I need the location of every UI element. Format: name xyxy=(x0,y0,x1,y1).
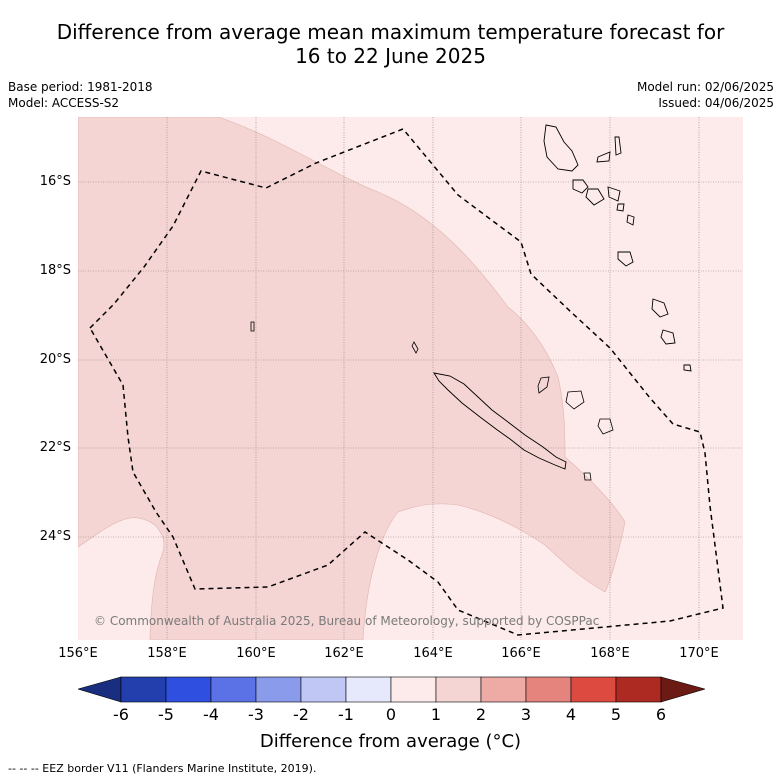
colorbar-bin xyxy=(480,676,527,703)
lifou-island xyxy=(565,390,585,410)
colorbar-bin xyxy=(525,676,572,703)
lon-label-158e: 158°E xyxy=(147,646,187,661)
lon-label-156e: 156°E xyxy=(58,646,98,661)
lon-label-170e: 170°E xyxy=(679,646,719,661)
colorbar-bin xyxy=(345,676,392,703)
lon-label-166e: 166°E xyxy=(501,646,541,661)
colorbar-tick: 6 xyxy=(655,705,667,724)
colorbar-tick: -6 xyxy=(113,705,129,724)
eez-footnote: -- -- -- EEZ border V11 (Flanders Marine… xyxy=(8,762,317,775)
mare-island xyxy=(597,418,614,435)
colorbar-tick: 4 xyxy=(565,705,577,724)
colorbar-tick: 2 xyxy=(475,705,487,724)
colorbar-bin xyxy=(435,676,482,703)
lon-label-164e: 164°E xyxy=(413,646,453,661)
new-caledonia-island xyxy=(433,372,567,470)
lat-label-20s: 20°S xyxy=(39,352,71,367)
colorbar-tick: -2 xyxy=(293,705,309,724)
lon-label-160e: 160°E xyxy=(236,646,276,661)
eez-border xyxy=(89,128,724,636)
colorbar-bin xyxy=(120,676,167,703)
base-period-text: Base period: 1981-2018 xyxy=(8,80,153,94)
colorbar-extend-high xyxy=(660,676,705,703)
colorbar-bin xyxy=(300,676,347,703)
colorbar-bin xyxy=(570,676,617,703)
vanuatu-islands xyxy=(543,124,692,372)
chart-title-line1: Difference from average mean maximum tem… xyxy=(56,20,725,44)
colorbar-bin xyxy=(255,676,302,703)
anomaly-region-1-2 xyxy=(78,117,626,640)
model-run-text: Model run: 02/06/2025 xyxy=(636,80,774,94)
lat-label-16s: 16°S xyxy=(39,174,71,189)
lat-label-22s: 22°S xyxy=(39,440,71,455)
colorbar-extend-low xyxy=(78,676,122,703)
colorbar-tick: 3 xyxy=(520,705,532,724)
colorbar-bin xyxy=(390,676,437,703)
colorbar-tick: -3 xyxy=(248,705,264,724)
forecast-map: © Commonwealth of Australia 2025, Bureau… xyxy=(78,117,743,640)
lat-label-24s: 24°S xyxy=(39,529,71,544)
colorbar-bin xyxy=(210,676,257,703)
colorbar-tick: 5 xyxy=(610,705,622,724)
colorbar-bin xyxy=(615,676,662,703)
lon-label-168e: 168°E xyxy=(590,646,630,661)
chart-title-line2: 16 to 22 June 2025 xyxy=(295,44,486,68)
ouvea-island xyxy=(537,376,550,394)
isle-of-pines xyxy=(583,472,592,481)
issued-date-text: Issued: 04/06/2025 xyxy=(658,96,774,110)
model-name-text: Model: ACCESS-S2 xyxy=(8,96,120,110)
lat-label-18s: 18°S xyxy=(39,263,71,278)
chesterfield-islet xyxy=(250,321,255,332)
colorbar-tick: -1 xyxy=(338,705,354,724)
colorbar-tick: -5 xyxy=(158,705,174,724)
colorbar xyxy=(78,676,705,703)
map-gridlines xyxy=(78,117,743,640)
belep-islands xyxy=(411,341,419,354)
colorbar-bin xyxy=(165,676,212,703)
lon-label-162e: 162°E xyxy=(324,646,364,661)
colorbar-tick: -4 xyxy=(203,705,219,724)
colorbar-tick: 1 xyxy=(430,705,442,724)
colorbar-tick: 0 xyxy=(385,705,397,724)
map-copyright: © Commonwealth of Australia 2025, Bureau… xyxy=(94,614,599,628)
colorbar-title: Difference from average (°C) xyxy=(259,731,522,752)
